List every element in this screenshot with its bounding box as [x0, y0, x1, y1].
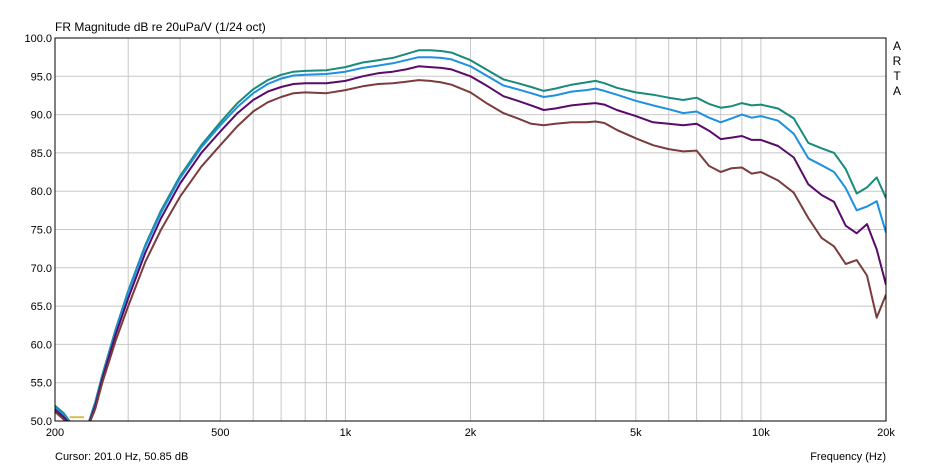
- x-axis-label: Frequency (Hz): [810, 451, 886, 463]
- y-tick-label: 95.0: [31, 71, 52, 83]
- brand-letter: A: [893, 39, 901, 53]
- y-axis-ticks: 50.0 55.0 60.0 65.0 70.0 75.0 80.0 85.0 90.0 95.0…: [24, 33, 52, 428]
- y-tick-label: 80.0: [31, 186, 52, 198]
- x-tick-label: 10k: [752, 427, 770, 439]
- cursor-readout: Cursor: 201.0 Hz, 50.85 dB: [55, 451, 188, 463]
- x-axis-ticks: 200 500 1k 2k 5k 10k 20k: [46, 427, 896, 439]
- brand-letter: T: [893, 69, 901, 83]
- y-tick-label: 75.0: [31, 225, 52, 237]
- series-line-1[interactable]: [55, 49, 886, 428]
- y-tick-label: 50.0: [31, 416, 52, 428]
- series-line-3[interactable]: [55, 65, 886, 430]
- series-line-2[interactable]: [55, 56, 886, 429]
- x-tick-label: 500: [211, 427, 229, 439]
- series-line-4[interactable]: [55, 79, 886, 431]
- y-tick-label: 85.0: [31, 148, 52, 160]
- y-tick-label: 55.0: [31, 378, 52, 390]
- y-tick-label: 65.0: [31, 301, 52, 313]
- plot-area[interactable]: [55, 49, 886, 431]
- y-tick-label: 100.0: [24, 33, 52, 45]
- y-tick-label: 60.0: [31, 339, 52, 351]
- grid: [54, 37, 887, 422]
- plot-frame: [54, 37, 887, 422]
- x-tick-label: 200: [46, 427, 64, 439]
- chart-title: FR Magnitude dB re 20uPa/V (1/24 oct): [55, 20, 266, 34]
- x-tick-label: 1k: [340, 427, 352, 439]
- brand-letter: A: [893, 84, 901, 98]
- y-tick-label: 70.0: [31, 263, 52, 275]
- x-tick-label: 5k: [630, 427, 642, 439]
- x-tick-label: 20k: [877, 427, 895, 439]
- y-tick-label: 90.0: [31, 110, 52, 122]
- brand-letter: R: [893, 54, 902, 68]
- x-tick-label: 2k: [465, 427, 477, 439]
